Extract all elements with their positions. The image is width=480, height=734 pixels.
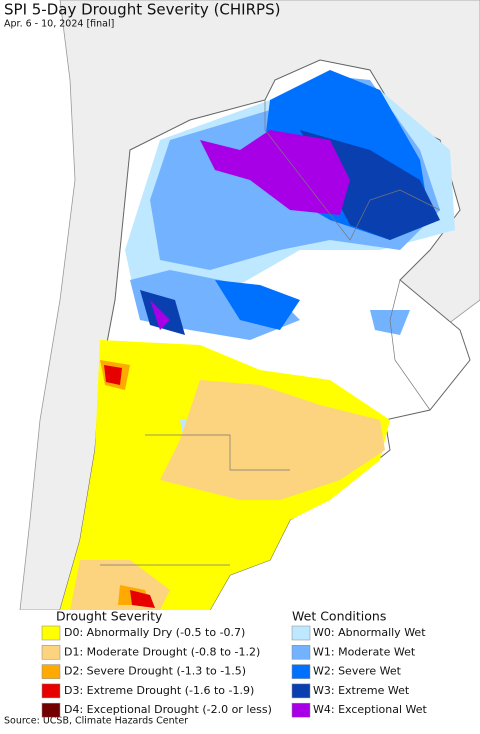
legend-label: W2: Severe Wet (313, 665, 402, 678)
map-area (215, 280, 300, 330)
legend-label: D0: Abnormally Dry (-0.5 to -0.7) (64, 626, 245, 639)
legend-label: W0: Abnormally Wet (313, 626, 426, 639)
map-area (200, 130, 350, 215)
legend-swatch (291, 702, 311, 718)
legend-swatch (41, 702, 61, 718)
legend-swatch (291, 664, 311, 679)
legend-label: W3: Extreme Wet (313, 684, 410, 697)
legend-swatch (291, 683, 311, 699)
title: SPI 5-Day Drought Severity (CHIRPS) (4, 1, 280, 19)
map-area (150, 300, 170, 330)
map-area (104, 365, 122, 385)
legend-bg (0, 610, 480, 710)
legend-swatch (41, 625, 61, 641)
legend-label: D1: Moderate Drought (-0.8 to -1.2) (64, 645, 260, 658)
source: Source: UCSB, Climate Hazards Center (4, 716, 188, 727)
map-area (160, 380, 385, 500)
map-area (130, 590, 155, 608)
legend-swatch (291, 645, 311, 660)
legend-swatch (291, 625, 311, 641)
legend-label: D2: Severe Drought (-1.3 to -1.5) (64, 665, 246, 678)
legend-label: D3: Extreme Drought (-1.6 to -1.9) (64, 684, 254, 697)
borders (100, 100, 441, 566)
legend-label: W1: Moderate Wet (313, 645, 416, 658)
legend-label: D4: Exceptional Drought (-2.0 or less) (64, 703, 272, 716)
legend-label: W4: Exceptional Wet (313, 703, 428, 716)
legend-title: Drought Severity (56, 609, 163, 624)
legend-title: Wet Conditions (292, 609, 386, 624)
legend-swatch (41, 683, 61, 699)
subtitle: Apr. 6 - 10, 2024 [final] (4, 19, 114, 30)
legend-swatch (41, 664, 61, 679)
legend-swatch (41, 645, 61, 660)
